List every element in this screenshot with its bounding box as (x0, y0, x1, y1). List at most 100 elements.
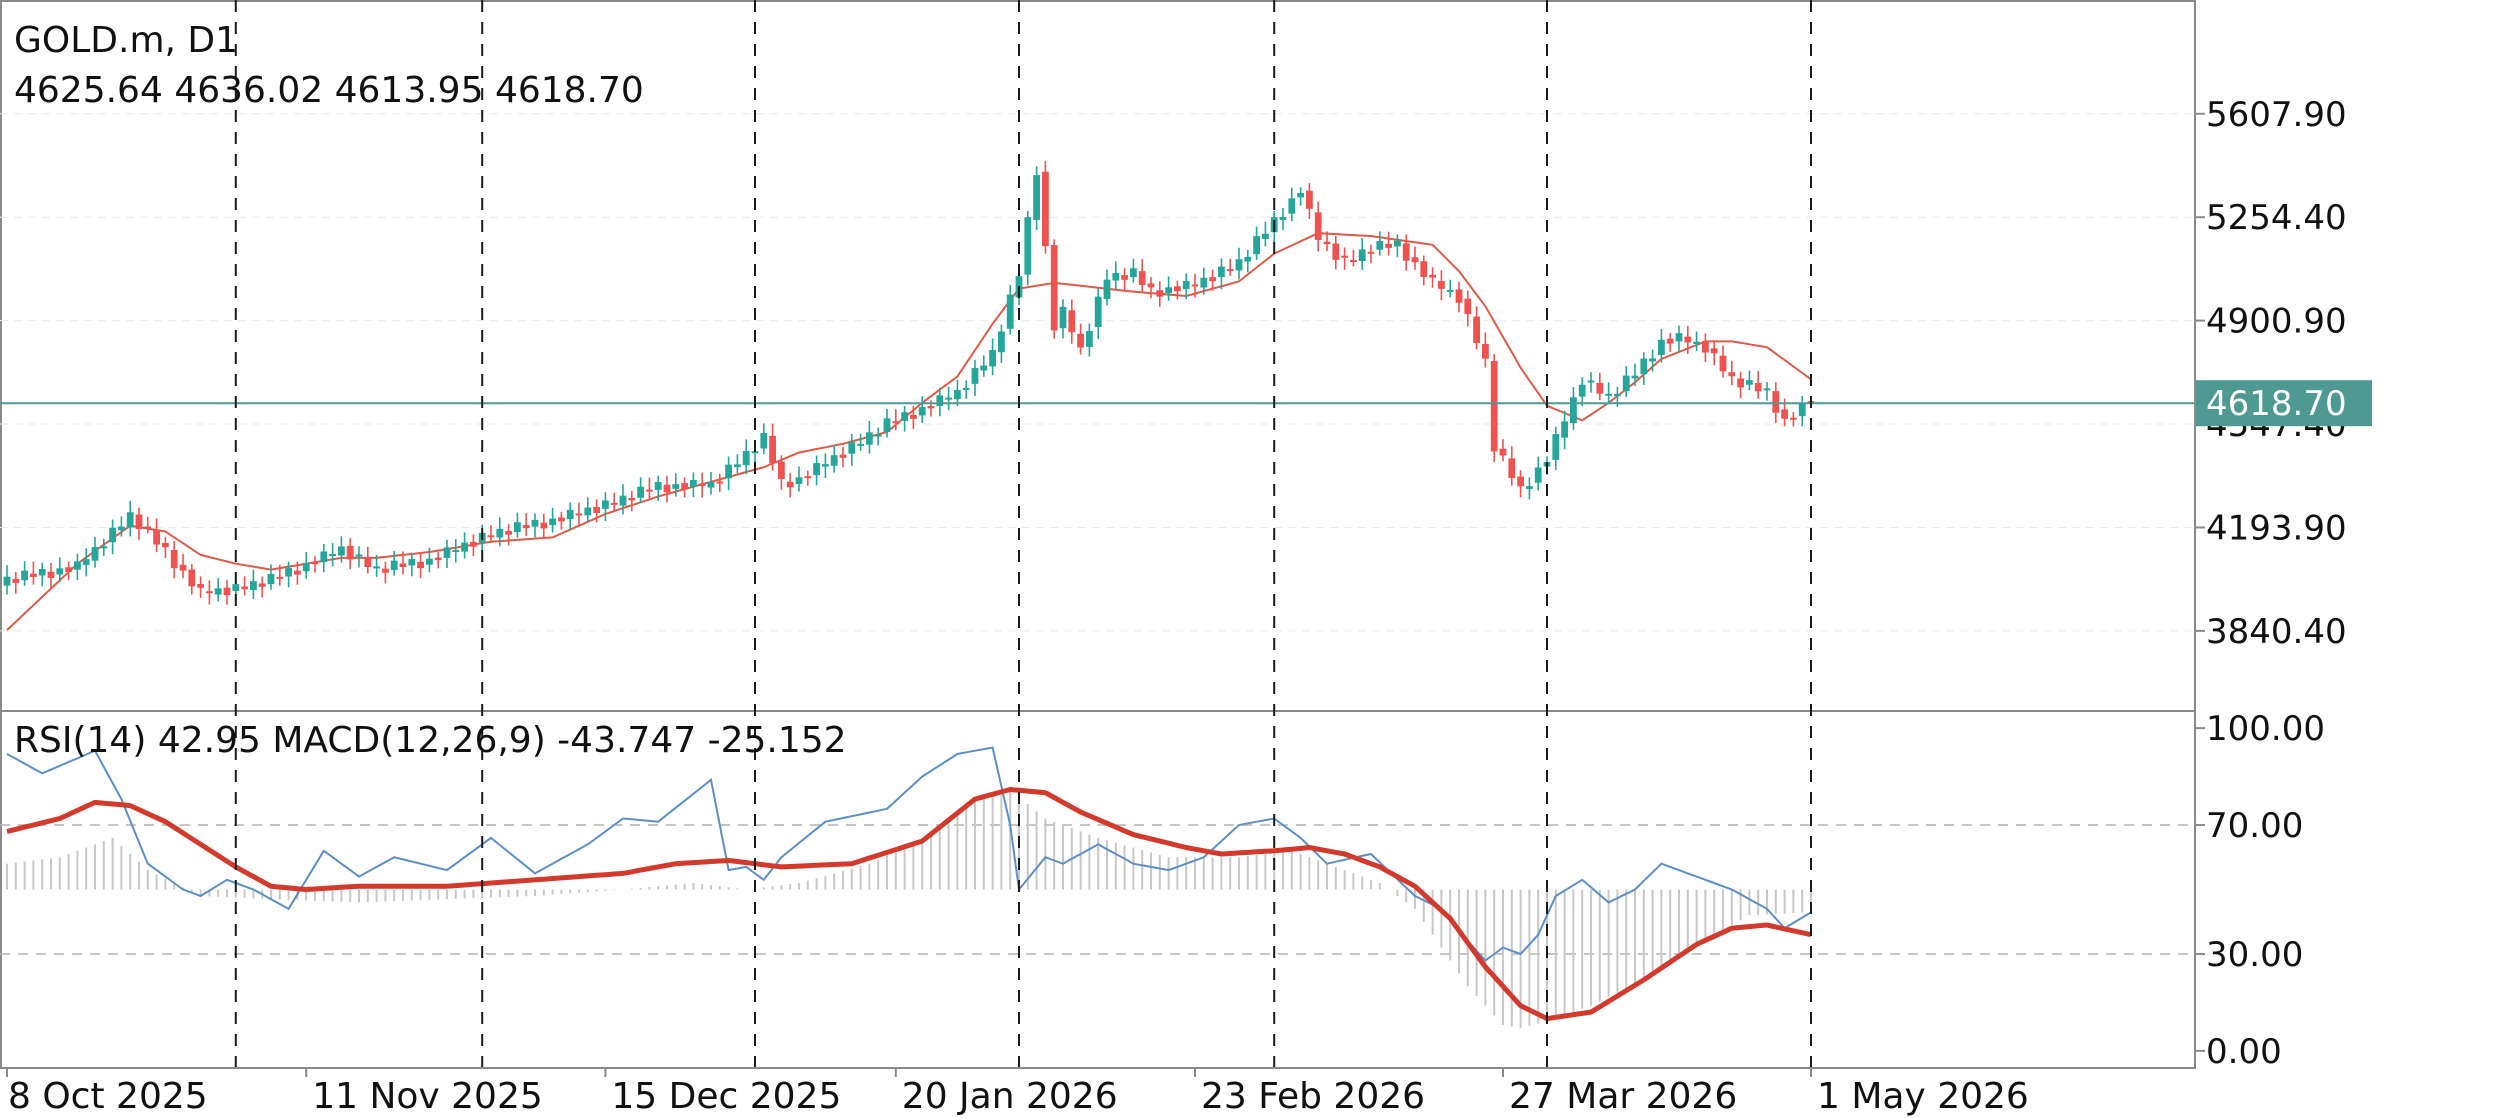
candle-body (1420, 261, 1428, 278)
candle-body (1235, 259, 1243, 271)
candle-body (1200, 277, 1208, 288)
candle-body (30, 573, 37, 577)
candle-body (346, 545, 354, 560)
candle-body (267, 574, 275, 585)
candle-body (839, 454, 847, 458)
candle-body (1385, 243, 1392, 248)
candle-body (302, 562, 310, 572)
candle-body (3, 576, 11, 586)
candle-body (804, 476, 812, 479)
candle-body (109, 527, 116, 543)
candle-body (276, 576, 284, 579)
candle-body (593, 506, 600, 513)
candle-body (461, 542, 468, 552)
candle-body (1719, 355, 1727, 372)
candle-body (822, 464, 829, 467)
candle-body (558, 517, 565, 522)
candle-body (258, 583, 266, 587)
candle-body (1605, 393, 1612, 396)
candle-body (1737, 378, 1744, 388)
candle-body (1147, 283, 1155, 288)
candle-body (1130, 268, 1137, 278)
candle-body (1077, 333, 1084, 348)
candle-body (197, 584, 204, 588)
candle-body (206, 591, 213, 594)
candle-body (1482, 343, 1489, 359)
candle-body (65, 567, 72, 572)
candle-body (1068, 310, 1076, 333)
candle-body (91, 546, 99, 561)
candle-body (1042, 171, 1049, 247)
candle-body (918, 407, 926, 416)
price-gridlines (0, 113, 2195, 632)
candle-body (126, 512, 134, 528)
candle-body (540, 522, 548, 529)
candle-body (910, 414, 917, 419)
price-axis: 3840.404193.904547.404900.905254.405607.… (2195, 95, 2347, 652)
candle-body (1138, 271, 1146, 285)
candle-body (549, 518, 556, 526)
current-price-label-bg (2196, 380, 2372, 427)
candle-body (1350, 260, 1357, 263)
candle-body (1182, 280, 1190, 290)
candle-body (778, 461, 785, 480)
candle-body (355, 554, 363, 557)
candle-body (382, 568, 389, 573)
candle-body (971, 368, 979, 384)
candle-body (1103, 279, 1111, 300)
candle-body (1614, 393, 1621, 397)
candle-body (857, 443, 864, 446)
candle-body (153, 530, 160, 545)
candle-body (1790, 417, 1797, 420)
candle-body (1121, 275, 1128, 280)
candle-body (311, 561, 319, 565)
candle-body (742, 450, 750, 466)
candle-body (1438, 281, 1445, 289)
macd-histogram (6, 789, 1812, 1029)
candle-body (214, 588, 222, 595)
candle-body (646, 489, 653, 492)
candle-body (998, 331, 1005, 353)
candle-body (364, 556, 372, 568)
candle-body (848, 442, 856, 454)
candle-body (566, 509, 574, 520)
candle-body (874, 434, 882, 437)
candle-body (1490, 360, 1498, 452)
indicator-panel-frame (0, 710, 2196, 1069)
candle-body (1218, 266, 1225, 278)
candle-body (417, 561, 424, 569)
candle-body (338, 546, 345, 556)
candle-body (1781, 409, 1788, 419)
candle-body (760, 433, 768, 449)
candle-body (188, 569, 196, 587)
candle-body (1006, 294, 1014, 329)
candle-body (1306, 190, 1313, 209)
candle-body (637, 486, 644, 498)
candle-body (725, 464, 732, 479)
candle-body (980, 365, 988, 371)
price-tick-label: 3840.40 (2206, 612, 2347, 652)
candlesticks (3, 160, 1815, 605)
candle-body (751, 451, 759, 454)
candle-body (1323, 241, 1331, 245)
candle-body (989, 349, 996, 367)
candle-body (681, 483, 688, 490)
candle-body (1429, 274, 1436, 278)
candle-body (654, 481, 662, 490)
candle-body (1059, 306, 1067, 329)
candle-body (1702, 341, 1709, 353)
candle-body (285, 567, 292, 577)
candle-body (1253, 236, 1260, 255)
candle-body (100, 546, 108, 549)
rsi-line (6, 746, 1812, 962)
candle-body (945, 397, 952, 400)
candle-body (954, 389, 961, 400)
candle-body (1402, 243, 1410, 261)
candle-body (496, 528, 504, 538)
candle-body (619, 495, 627, 506)
candle-body (82, 559, 90, 565)
macd-signal-line (6, 787, 1812, 1022)
time-axis-label: 1 May 2026 (1817, 1076, 2029, 1117)
candle-body (1165, 287, 1172, 294)
candle-body (813, 463, 820, 476)
